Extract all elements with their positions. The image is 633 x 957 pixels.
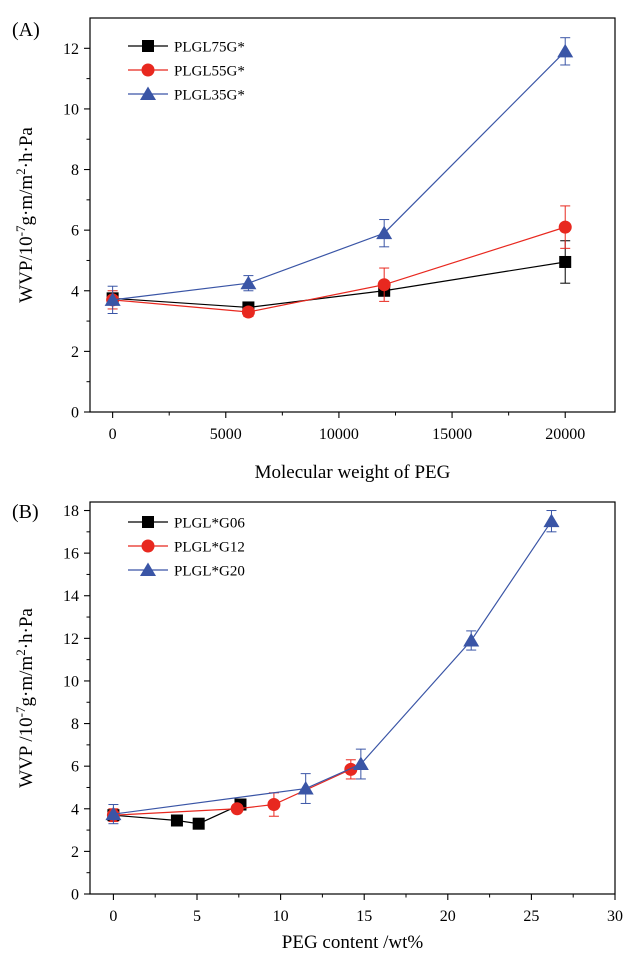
x-tick-label: 25 xyxy=(523,908,539,925)
y-tick-label: 12 xyxy=(63,41,79,58)
y-tick-label: 18 xyxy=(63,503,79,520)
data-point xyxy=(344,762,358,776)
x-tick-label: 15 xyxy=(356,908,372,925)
y-tick-label: 8 xyxy=(71,162,79,179)
data-point xyxy=(240,275,257,290)
y-tick-label: 2 xyxy=(71,844,79,861)
y-axis-title-superscript: 2 xyxy=(13,649,28,656)
legend-marker xyxy=(140,86,156,100)
data-point xyxy=(352,756,369,771)
x-tick-label: 0 xyxy=(109,908,117,925)
y-axis-title-superscript: -7 xyxy=(13,225,28,236)
data-point xyxy=(376,225,393,240)
y-tick-label: 4 xyxy=(71,801,79,818)
data-point xyxy=(192,817,205,830)
y-tick-label: 6 xyxy=(71,759,79,776)
data-point xyxy=(105,806,122,821)
data-point xyxy=(297,781,314,795)
data-point xyxy=(267,798,281,812)
data-point xyxy=(558,220,572,234)
legend-marker xyxy=(142,40,154,52)
x-tick-label: 20 xyxy=(440,908,456,925)
y-axis-title: WVP /10-7g·m/m2·h·Pa xyxy=(13,608,37,788)
series-line xyxy=(112,261,566,309)
x-tick-label: 0 xyxy=(109,426,117,443)
series-line xyxy=(112,50,566,301)
data-point xyxy=(241,305,255,319)
data-point xyxy=(543,513,560,528)
data-point xyxy=(230,802,244,816)
x-tick-label: 20000 xyxy=(545,426,585,443)
y-tick-label: 12 xyxy=(63,631,79,648)
x-tick-label: 10 xyxy=(273,908,289,925)
series-line xyxy=(113,803,241,825)
series-triangle xyxy=(104,37,574,314)
legend-marker xyxy=(140,562,156,576)
y-tick-label: 0 xyxy=(71,887,79,904)
series-line xyxy=(112,226,566,313)
legend-marker xyxy=(141,539,155,553)
y-tick-label: 0 xyxy=(71,405,79,422)
y-tick-label: 10 xyxy=(63,101,79,118)
y-axis-title-part: ·h·Pa xyxy=(16,608,37,650)
y-tick-label: 4 xyxy=(71,283,79,300)
x-axis-title: Molecular weight of PEG xyxy=(255,462,451,483)
y-axis-title-part: WVP/10 xyxy=(16,236,37,303)
y-tick-label: 8 xyxy=(71,716,79,733)
panel-a: 0 5000 10000 15000 20000 0 2 4 6 8 10 12 (A) Molecula… xyxy=(12,17,616,483)
legend-label: PLGL*G12 xyxy=(174,540,245,556)
series-line xyxy=(113,768,352,816)
panel-label: (B) xyxy=(12,501,39,523)
y-axis-title-superscript: 2 xyxy=(13,168,28,175)
x-tick-label: 10000 xyxy=(319,426,359,443)
legend-marker xyxy=(141,63,155,77)
y-tick-label: 14 xyxy=(63,588,79,605)
y-tick-label: 16 xyxy=(63,546,79,563)
panel-b: 0 5 10 15 20 25 30 0 2 4 6 8 10 12 14 16 18 (B) PEG conten… xyxy=(12,501,623,953)
y-axis-title-part: ·h·Pa xyxy=(16,127,37,169)
legend-label: PLGL75G* xyxy=(174,40,245,56)
plot-frame xyxy=(89,501,616,895)
data-point xyxy=(104,292,121,306)
plot-frame xyxy=(89,17,616,413)
y-axis-title-superscript: -7 xyxy=(13,706,28,717)
y-tick-label: 6 xyxy=(71,223,79,240)
y-tick-label: 10 xyxy=(63,673,79,690)
series-circle xyxy=(106,759,358,823)
data-point xyxy=(557,43,574,58)
legend-label: PLGL*G06 xyxy=(174,516,245,532)
panel-label: (A) xyxy=(12,19,40,41)
data-point xyxy=(170,814,183,827)
legend-label: PLGL*G20 xyxy=(174,564,245,580)
x-tick-label: 5000 xyxy=(210,426,242,443)
y-axis-title-part: WVP /10 xyxy=(16,717,37,788)
y-axis-title: WVP/10-7g·m/m2·h·Pa xyxy=(13,127,37,303)
series-triangle xyxy=(105,510,560,825)
data-point xyxy=(559,255,572,268)
x-axis-title: PEG content /wt% xyxy=(282,932,424,953)
y-axis-title-part: g·m/m xyxy=(16,656,37,707)
legend-label: PLGL55G* xyxy=(174,64,245,80)
series-circle xyxy=(106,205,572,319)
y-tick-label: 2 xyxy=(71,344,79,361)
data-point xyxy=(463,632,480,647)
x-tick-label: 30 xyxy=(607,908,623,925)
y-axis-title-part: g·m/m xyxy=(16,175,37,226)
legend-marker xyxy=(142,516,154,528)
x-tick-label: 5 xyxy=(193,908,201,925)
data-point xyxy=(377,278,391,292)
series-square xyxy=(106,240,572,314)
x-tick-label: 15000 xyxy=(432,426,472,443)
legend-label: PLGL35G* xyxy=(174,88,245,104)
